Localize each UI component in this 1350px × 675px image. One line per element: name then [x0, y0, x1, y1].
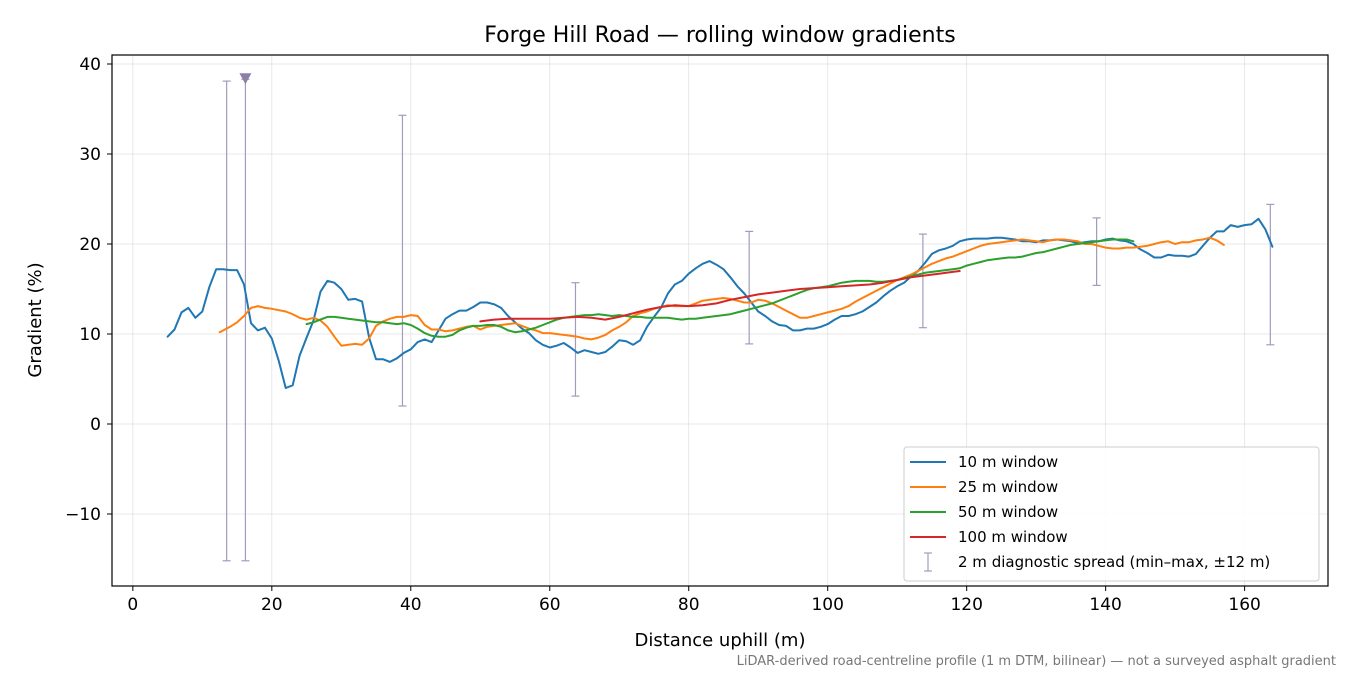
series-line [305, 238, 1135, 338]
chart-title: Forge Hill Road — rolling window gradien… [484, 23, 955, 48]
axis-ticks: 0 20 40 60 80 100 120 140 160 −10 0 10 20 30 40 [65, 55, 1261, 615]
x-axis-label: Distance uphill (m) [635, 630, 806, 651]
series-line [218, 236, 1225, 347]
series-lines [166, 217, 1274, 389]
x-tick-label: 140 [1089, 595, 1121, 615]
series-line [479, 270, 961, 323]
x-tick-label: 100 [811, 595, 843, 615]
y-tick-label: 40 [79, 55, 101, 75]
error-bar [571, 282, 580, 397]
y-tick-label: 20 [79, 235, 101, 255]
legend-box [903, 446, 1320, 582]
legend-label: 10 m window [958, 453, 1058, 471]
y-tick-label: 0 [90, 415, 101, 435]
x-tick-label: 160 [1228, 595, 1260, 615]
x-tick-label: 60 [539, 595, 561, 615]
legend: 10 m window 25 m window 50 m window 100 m w… [903, 446, 1320, 582]
x-tick-label: 80 [678, 595, 700, 615]
error-bar [1092, 217, 1101, 286]
error-bar [918, 233, 927, 329]
x-tick-label: 120 [950, 595, 982, 615]
legend-label: 25 m window [958, 478, 1058, 496]
plot-frame [111, 54, 1329, 587]
x-tick-label: 0 [127, 595, 138, 615]
x-tick-label: 20 [261, 595, 283, 615]
y-tick-label: 10 [79, 325, 101, 345]
diagnostic-error-bars [222, 73, 1275, 562]
x-tick-label: 40 [400, 595, 422, 615]
legend-label: 50 m window [958, 503, 1058, 521]
error-bar [222, 80, 231, 562]
clipped-marker [239, 73, 252, 85]
y-tick-label: −10 [65, 505, 101, 525]
footnote: LiDAR-derived road-centreline profile (1… [737, 654, 1336, 669]
error-bar [398, 114, 407, 407]
error-bar [1266, 203, 1275, 346]
legend-label: 100 m window [958, 528, 1068, 546]
y-axis-label: Gradient (%) [25, 262, 46, 377]
legend-label: 2 m diagnostic spread (min–max, ±12 m) [958, 553, 1270, 571]
error-bar [745, 230, 754, 345]
y-tick-label: 30 [79, 145, 101, 165]
